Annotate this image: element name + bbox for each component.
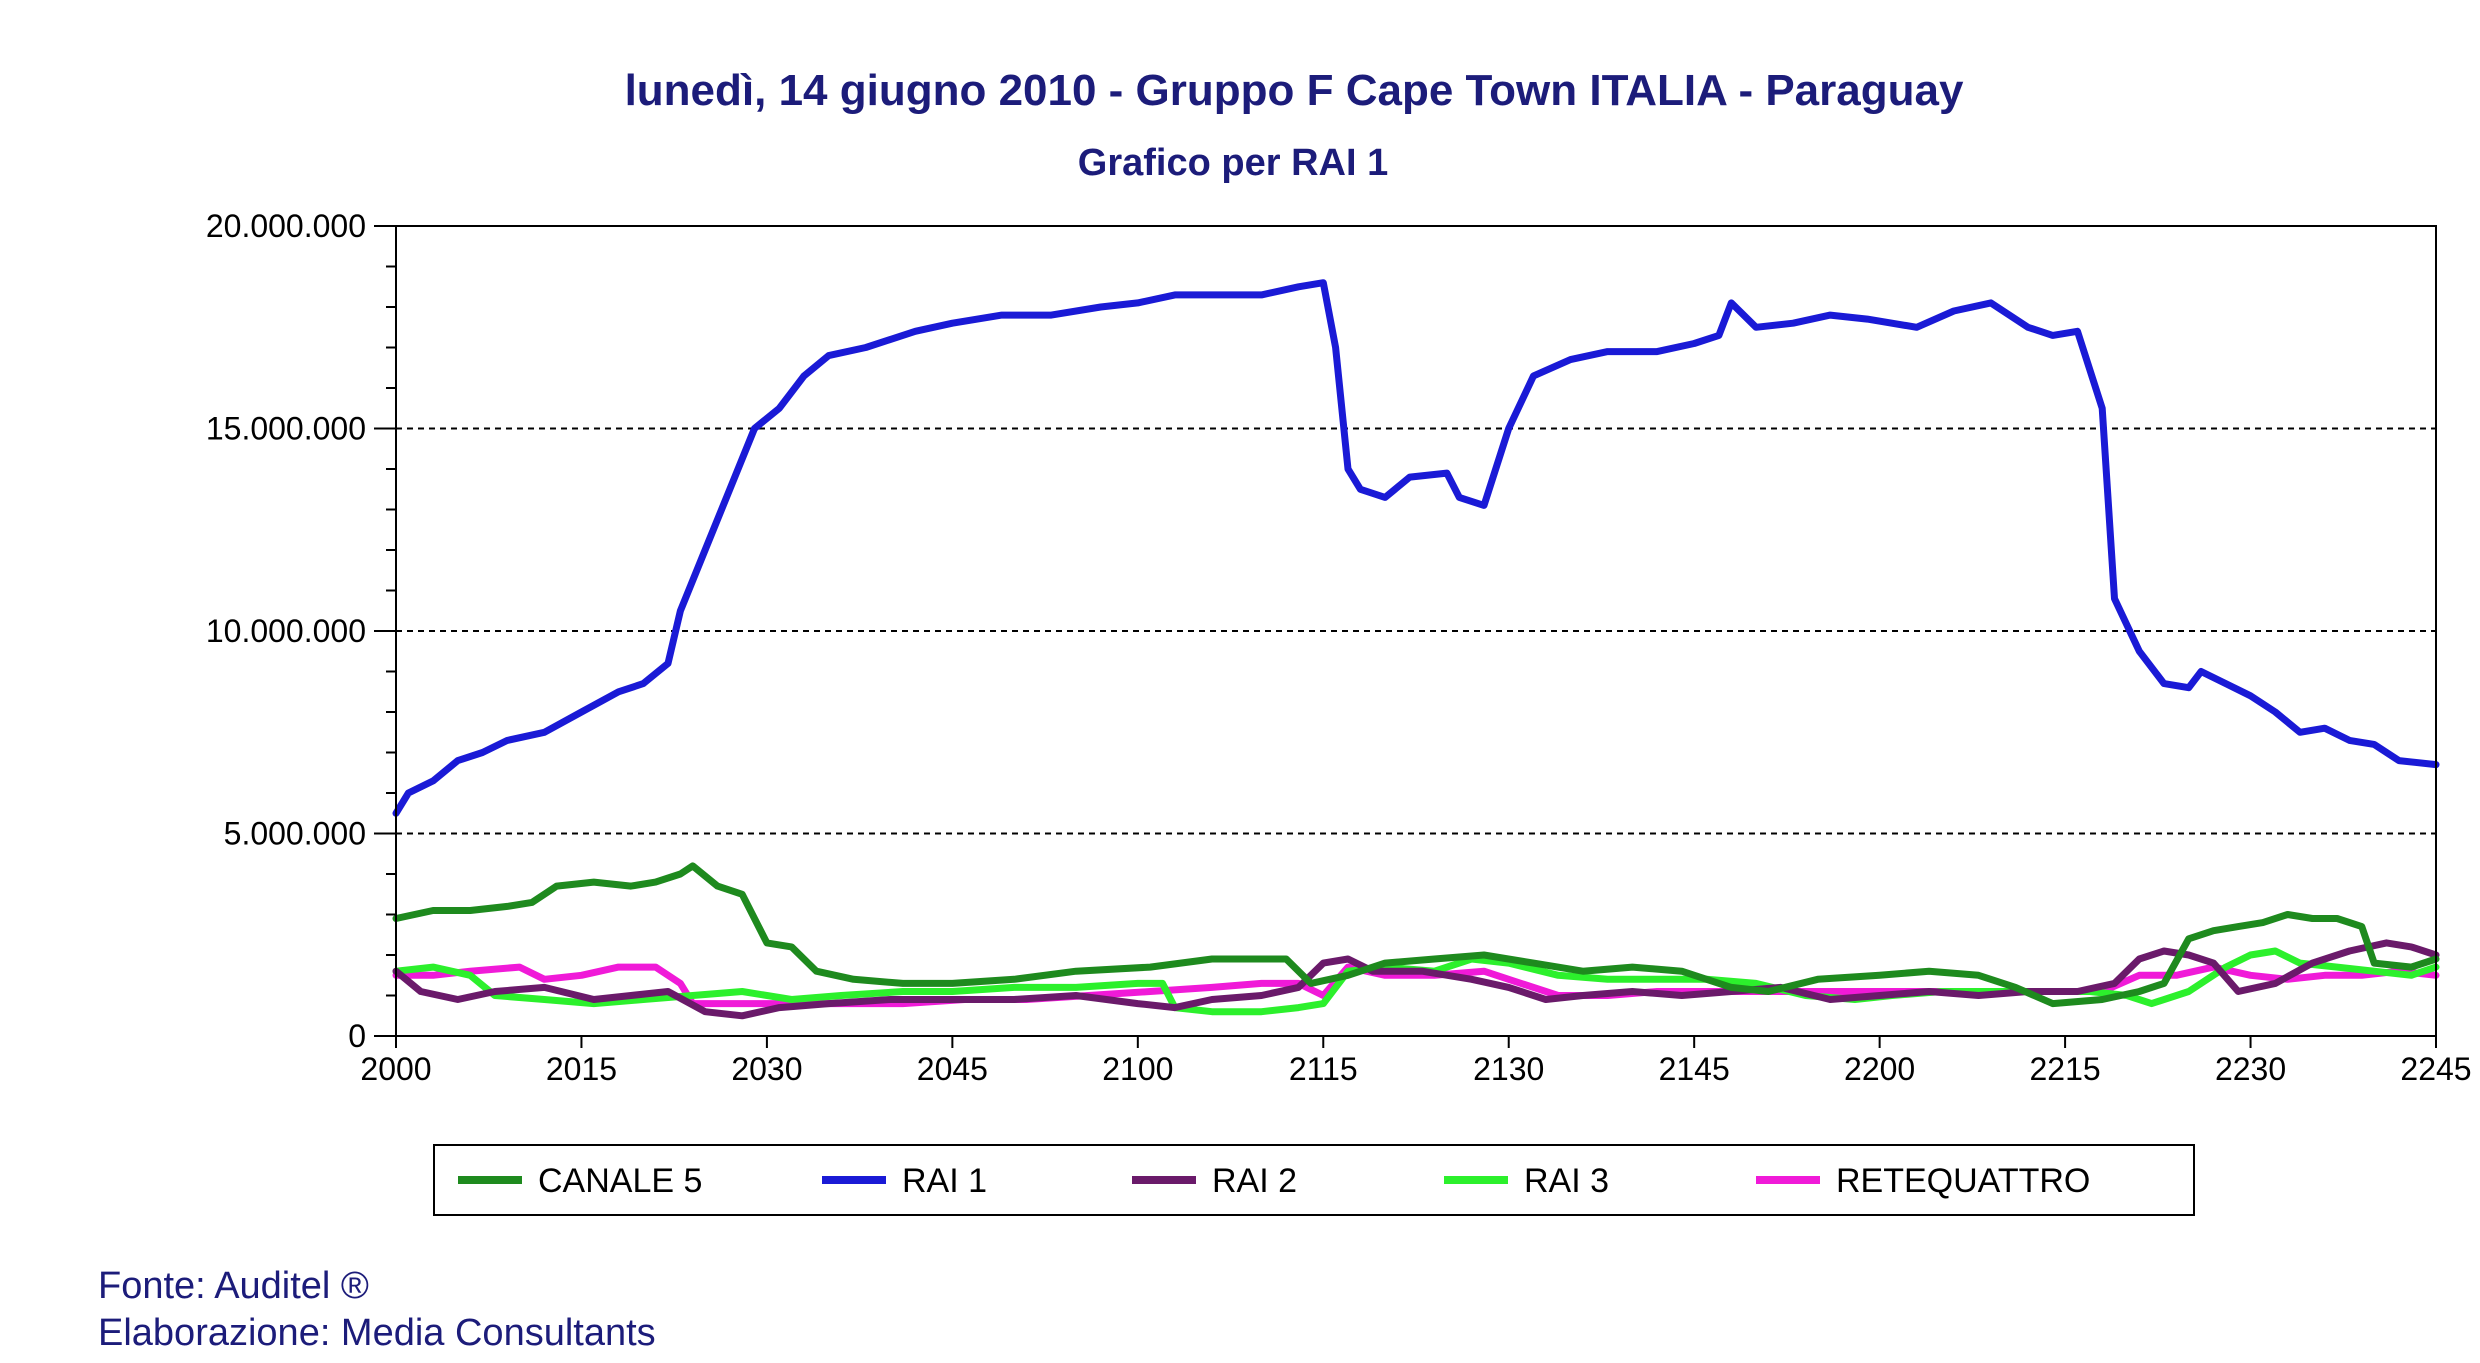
series-line-retequattro xyxy=(392,963,2440,1008)
plot-frame xyxy=(395,225,2437,1037)
legend-label: RAI 2 xyxy=(1212,1162,1297,1200)
x-tick-label: 2000 xyxy=(360,1051,431,1087)
y-tick-label: 20.000.000 xyxy=(206,208,366,244)
footer-elaboration: Elaborazione: Media Consultants xyxy=(98,1312,656,1354)
x-tick-label: 2115 xyxy=(1289,1051,1358,1087)
series-lines xyxy=(392,279,2440,1020)
x-tick-label: 2030 xyxy=(731,1051,802,1087)
chart-subtitle: Grafico per RAI 1 xyxy=(1078,142,1388,184)
x-tick-label: 2200 xyxy=(1844,1051,1915,1087)
chart-title: lunedì, 14 giugno 2010 - Gruppo F Cape T… xyxy=(625,66,1964,115)
y-tick-label: 10.000.000 xyxy=(206,613,366,649)
legend-box xyxy=(433,1144,2195,1216)
x-tick-label: 2215 xyxy=(2029,1051,2100,1087)
x-tick-label: 2015 xyxy=(546,1051,617,1087)
axes: 0 5.000.000 10.000.000 15.000.000 20.000.000… xyxy=(206,208,2472,1087)
x-tick-label: 2045 xyxy=(917,1051,988,1087)
legend: CANALE 5 RAI 1 RAI 2 RAI 3 RETEQUATTRO xyxy=(433,1144,2195,1216)
x-tick-label: 2130 xyxy=(1473,1051,1544,1087)
y-tick-label: 5.000.000 xyxy=(224,816,366,852)
series-line-canale-5 xyxy=(392,862,2440,1008)
x-tick-label: 2145 xyxy=(1659,1051,1730,1087)
legend-label: RAI 1 xyxy=(902,1162,987,1200)
x-tick-label: 2230 xyxy=(2215,1051,2286,1087)
legend-label: RETEQUATTRO xyxy=(1836,1162,2090,1200)
series-line-rai-3 xyxy=(392,947,2440,1016)
legend-label: CANALE 5 xyxy=(538,1162,702,1200)
grid-lines xyxy=(396,427,2436,835)
x-tick-label: 2245 xyxy=(2400,1051,2471,1087)
y-tick-label: 15.000.000 xyxy=(206,411,366,447)
y-tick-label: 0 xyxy=(348,1018,366,1054)
series-line-rai-1 xyxy=(392,279,2440,817)
legend-label: RAI 3 xyxy=(1524,1162,1609,1200)
x-tick-label: 2100 xyxy=(1102,1051,1173,1087)
footer-source: Fonte: Auditel ® xyxy=(98,1265,369,1307)
